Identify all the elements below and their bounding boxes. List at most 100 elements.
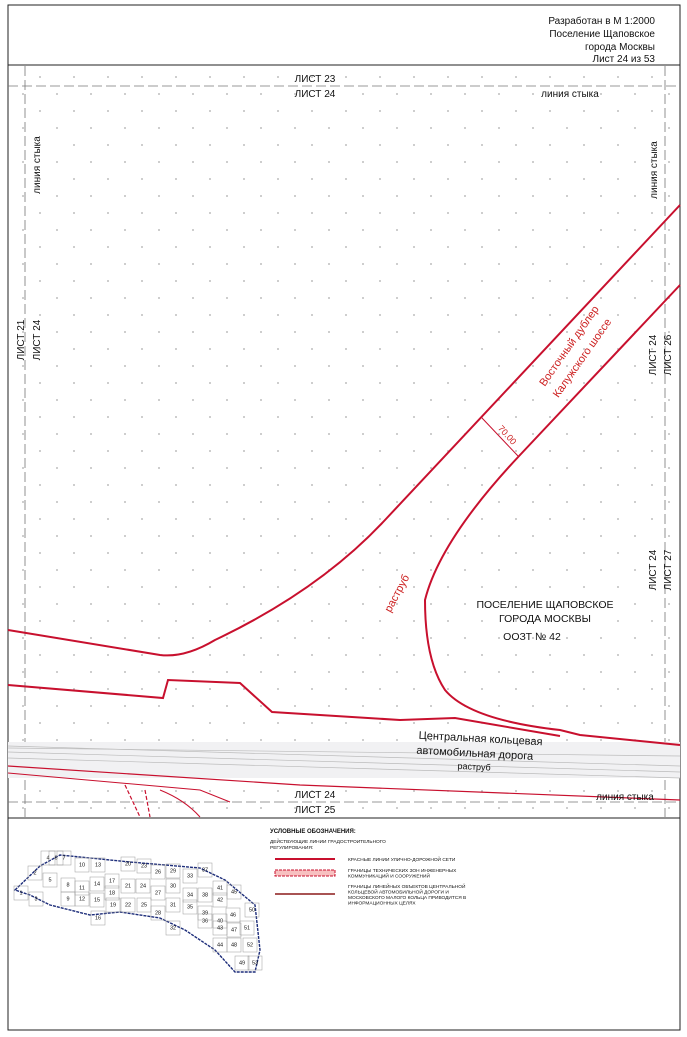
index-sheet-number: 15 (94, 897, 100, 903)
index-sheet-number: 5 (48, 877, 51, 883)
junction-label: линия стыка (32, 136, 43, 194)
sheet-label: ЛИСТ 21 (16, 319, 27, 360)
index-sheet-number: 40 (217, 918, 223, 924)
index-sheet-number: 6 (54, 855, 57, 861)
index-sheet-number: 45 (231, 889, 237, 895)
index-sheet-number: 23 (141, 863, 147, 869)
index-sheet-number: 10 (79, 862, 85, 868)
index-sheet-number: 20 (125, 861, 131, 867)
sheet-label: ЛИСТ 24 (295, 790, 336, 801)
index-sheet-number: 27 (155, 890, 161, 896)
index-sheet-number: 47 (231, 927, 237, 933)
index-sheet-number: 17 (109, 878, 115, 884)
index-cell (165, 920, 181, 936)
index-cell (13, 885, 29, 901)
settlement-label: ПОСЕЛЕНИЕ ЩАПОВСКОЕ (476, 599, 613, 611)
red-lines (7, 204, 681, 818)
index-cell (136, 897, 152, 913)
index-cell (74, 891, 90, 907)
legend-item-text: КОММУНИКАЦИЙ И СООРУЖЕНИЙ (348, 872, 430, 880)
index-sheet-number: 52 (247, 942, 253, 948)
index-sheet-number: 9 (66, 896, 69, 902)
index-cell (48, 850, 64, 866)
index-sheet-number: 8 (66, 882, 69, 888)
index-cell (226, 937, 242, 953)
index-sheet-number: 31 (170, 902, 176, 908)
index-cell (74, 880, 90, 896)
index-cell (74, 857, 90, 873)
ring-road (7, 742, 681, 779)
index-sheet-number: 25 (141, 902, 147, 908)
index-sheet-number: 12 (79, 896, 85, 902)
index-cell (197, 887, 213, 903)
index-cell (56, 850, 72, 866)
header-line: Поселение Щаповское (549, 29, 655, 40)
sheet-label: ЛИСТ 23 (295, 74, 336, 85)
index-cell (225, 907, 241, 923)
index-cell (234, 955, 250, 971)
legend-item-text: ИНФОРМАЦИОННЫХ ЦЕЛЯХ (348, 901, 416, 907)
index-cell (182, 899, 198, 915)
legend-title: УСЛОВНЫЕ ОБОЗНАЧЕНИЯ: (270, 829, 356, 835)
index-sheet-number: 13 (95, 862, 101, 868)
index-sheet-number: 24 (140, 883, 146, 889)
index-cell (27, 865, 43, 881)
index-cell (89, 892, 105, 908)
index-sheet-number: 38 (202, 892, 208, 898)
index-sheet-number: 21 (125, 883, 131, 889)
junction-label: линия стыка (649, 141, 660, 199)
index-cell (212, 892, 228, 908)
index-cell (120, 878, 136, 894)
legend-subtitle: ДЕЙСТВУЮЩИЕ ЛИНИИ ГРАДОСТРОИТЕЛЬНОГО (270, 837, 386, 845)
index-cell (28, 891, 44, 907)
index-cell (40, 850, 56, 866)
sheet-label: ЛИСТ 24 (295, 89, 336, 100)
header-line: Разработан в М 1:2000 (548, 15, 655, 27)
index-cell (165, 863, 181, 879)
index-sheet-number: 49 (239, 960, 245, 966)
junction-label: линия стыка (596, 792, 654, 803)
index-sheet-number: 39 (202, 910, 208, 916)
index-outline (13, 854, 261, 973)
index-cell (89, 876, 105, 892)
sheet-label: ЛИСТ 24 (648, 334, 659, 375)
index-cell (182, 887, 198, 903)
index-sheet-number: 7 (62, 855, 65, 861)
index-sheet-number: 43 (217, 925, 223, 931)
index-cell (197, 862, 213, 878)
index-cell (197, 905, 213, 921)
index-sheet-number: 32 (170, 925, 176, 931)
index-cell (104, 885, 120, 901)
legend-item-text: КОЛЬЦЕВОЙ АВТОМОБИЛЬНОЙ ДОРОГИ И (348, 888, 449, 896)
header-line: города Москвы (585, 42, 655, 53)
index-sheet-number: 46 (230, 912, 236, 918)
index-sheet-number: 35 (187, 904, 193, 910)
index-sheet-number: 19 (110, 902, 116, 908)
header-line: Лист 24 из 53 (593, 54, 656, 65)
index-cell (239, 920, 255, 936)
index-sheet-number: 42 (217, 897, 223, 903)
index-sheet-number: 34 (187, 892, 193, 898)
index-sheet-number: 51 (244, 925, 250, 931)
index-sheet-number: 44 (217, 942, 223, 948)
junction-label: линия стыка (541, 89, 599, 100)
index-cell (120, 897, 136, 913)
index-cell (165, 878, 181, 894)
index-cell (165, 897, 181, 913)
index-sheet-number: 16 (95, 915, 101, 921)
index-sheet-number: 4 (46, 855, 49, 861)
legend-item-text: ГРАНИЦЫ ЛИНЕЙНЫХ ОБЪЕКТОВ ЦЕНТРАЛЬНОЙ (348, 882, 466, 890)
sheet-label: ЛИСТ 27 (663, 549, 674, 590)
index-cell (150, 905, 166, 921)
index-cell (90, 857, 106, 873)
index-sheet-number: 41 (217, 885, 223, 891)
flare-label: раструб (457, 761, 491, 773)
index-sheet-number: 3 (34, 896, 37, 902)
index-sheet-number: 1 (19, 890, 22, 896)
index-cell (247, 955, 263, 971)
index-sheet-number: 37 (202, 867, 208, 873)
sheet-label: ЛИСТ 26 (663, 334, 674, 375)
legend-item-text: КРАСНЫЕ ЛИНИИ УЛИЧНО-ДОРОЖНОЙ СЕТИ (348, 855, 456, 863)
index-sheet-number: 30 (170, 883, 176, 889)
